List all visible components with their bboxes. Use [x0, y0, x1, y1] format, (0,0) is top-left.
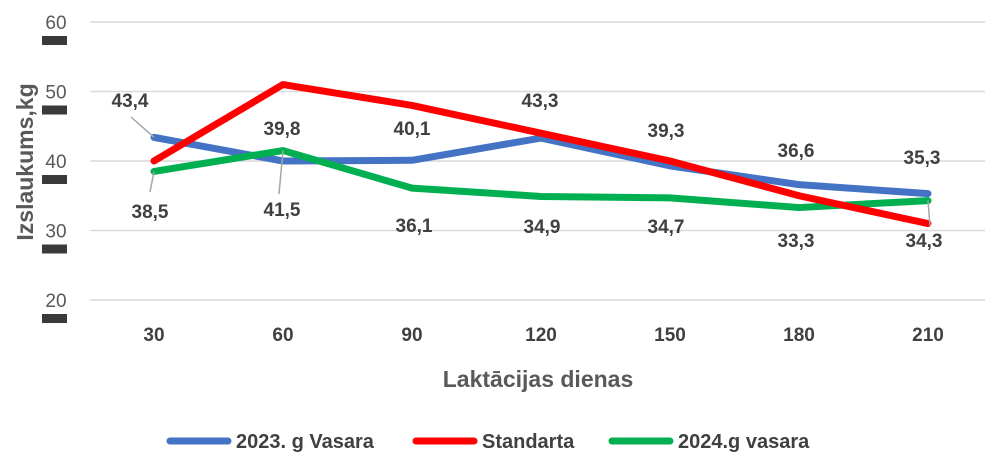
data-labels: 43,4 39,8 40,1 43,3 39,3 36,6 35,3 38,5 41,5 36,1… — [112, 91, 943, 252]
data-label: 36,1 — [396, 216, 433, 237]
data-label: 34,7 — [648, 217, 685, 238]
series-line — [150, 133, 932, 198]
x-tick-label: 120 — [525, 325, 557, 346]
legend-label-2023: 2023. g Vasara — [236, 431, 375, 453]
data-label: 34,9 — [524, 217, 561, 238]
x-tick-label: 210 — [912, 325, 944, 346]
y-tick-label: 60 — [45, 13, 66, 34]
y-axis-ticks: 20 30 40 50 60 — [42, 13, 67, 323]
data-label: 41,5 — [264, 200, 301, 221]
leader-line — [130, 116, 155, 138]
leader-line — [149, 171, 155, 193]
data-label: 38,5 — [132, 202, 169, 223]
y-tick-marker — [42, 244, 67, 254]
legend-label-2024: 2024.g vasara — [678, 431, 810, 453]
x-tick-label: 30 — [143, 325, 164, 346]
y-tick-marker — [42, 175, 67, 184]
data-label: 43,4 — [112, 91, 149, 112]
y-tick-label: 30 — [45, 222, 66, 243]
y-tick-label: 50 — [45, 83, 66, 104]
data-label: 40,1 — [394, 119, 431, 140]
y-axis-title: Izslaukums,kg — [12, 83, 38, 240]
y-tick-marker — [42, 36, 67, 45]
data-label: 39,3 — [648, 121, 685, 142]
data-label: 36,6 — [778, 141, 815, 162]
y-tick-marker — [42, 105, 67, 115]
x-tick-label: 150 — [654, 325, 686, 346]
legend: 2023. g Vasara Standarta 2024.g vasara — [166, 431, 810, 453]
y-tick-marker — [42, 314, 67, 323]
series-line — [150, 81, 932, 228]
data-label: 34,3 — [906, 231, 943, 252]
leader-line — [278, 150, 284, 195]
x-axis-ticks: 30 60 90 120 150 180 210 — [143, 325, 943, 346]
y-tick-label: 20 — [45, 291, 66, 312]
data-label: 43,3 — [522, 91, 559, 112]
legend-label-standarta: Standarta — [482, 431, 575, 453]
y-tick-label: 40 — [45, 152, 66, 173]
leader-line — [927, 200, 931, 227]
x-tick-label: 90 — [401, 325, 422, 346]
x-tick-label: 60 — [272, 325, 293, 346]
data-label: 33,3 — [778, 231, 815, 252]
data-label: 35,3 — [904, 148, 941, 169]
x-axis-title: Laktācijas dienas — [443, 366, 634, 392]
x-tick-label: 180 — [783, 325, 815, 346]
label-leader-lines — [130, 116, 931, 227]
data-label: 39,8 — [264, 119, 301, 140]
